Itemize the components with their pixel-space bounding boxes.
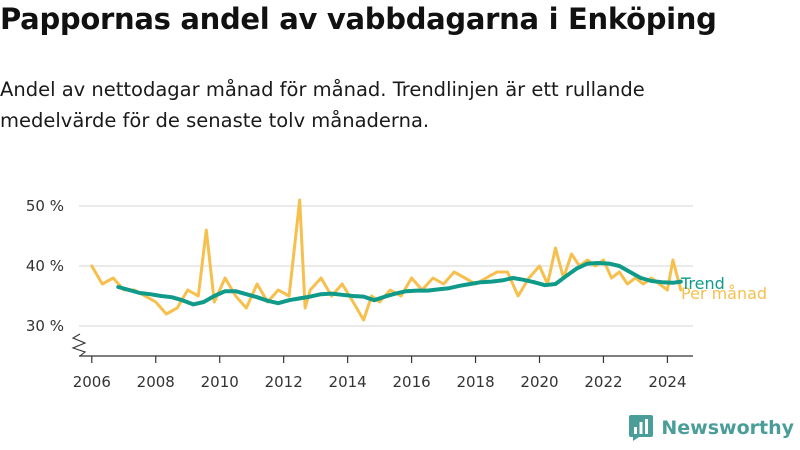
series-lines bbox=[90, 198, 683, 322]
x-tick-label: 2010 bbox=[201, 373, 239, 391]
x-tick-label: 2024 bbox=[648, 373, 686, 391]
x-tick-label: 2006 bbox=[73, 373, 111, 391]
x-tick-label: 2022 bbox=[584, 373, 622, 391]
bar-chart-icon bbox=[629, 415, 654, 441]
series-line-trend bbox=[116, 261, 683, 307]
chart-subtitle: Andel av nettodagar månad för månad. Tre… bbox=[0, 78, 645, 132]
x-tick-label: 2014 bbox=[329, 373, 367, 391]
y-tick-label: 50 % bbox=[26, 197, 64, 215]
series-label: Per månad bbox=[681, 284, 767, 303]
series-label: Trend bbox=[680, 274, 725, 293]
y-tick-label: 30 % bbox=[26, 317, 64, 335]
brand-name: Newsworthy bbox=[661, 417, 794, 439]
y-tick-labels: 30 % 40 % 50 % bbox=[26, 197, 64, 335]
brand-logo: Newsworthy bbox=[628, 414, 794, 442]
x-tick-labels: 2006 2008 2010 2012 2014 2016 2018 2020 2022 2024 bbox=[73, 373, 687, 391]
axes bbox=[71, 333, 693, 363]
x-tick-label: 2018 bbox=[456, 373, 494, 391]
x-tick-label: 2008 bbox=[137, 373, 175, 391]
page-title: Pappornas andel av vabbdagarna i Enköpin… bbox=[0, 2, 717, 36]
x-tick-label: 2012 bbox=[265, 373, 303, 391]
axis-break-icon bbox=[71, 333, 87, 357]
y-tick-label: 40 % bbox=[26, 257, 64, 275]
x-tick-label: 2020 bbox=[520, 373, 558, 391]
gridlines bbox=[79, 205, 693, 327]
series-line-per-manad bbox=[90, 198, 683, 322]
x-tick-label: 2016 bbox=[392, 373, 430, 391]
